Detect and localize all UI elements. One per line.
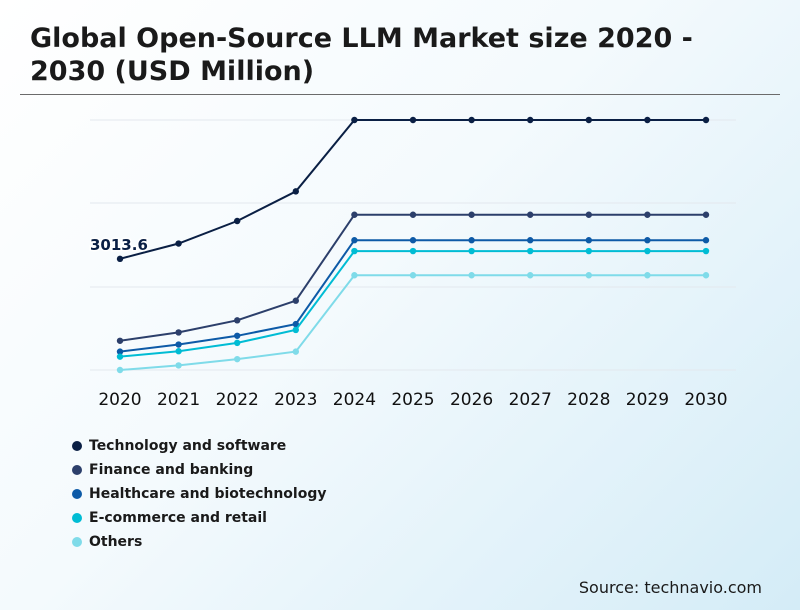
x-tick-label-2022: 2022 [216,390,259,410]
data-point-3-2026 [468,247,475,255]
legend-item-1: Finance and banking [72,458,327,482]
data-point-3-2021 [175,348,182,355]
data-point-3-2028 [585,247,592,255]
data-point-2-2027 [527,237,534,244]
data-point-0-2028 [585,116,592,124]
data-point-3-2024 [351,247,358,255]
data-point-1-2029 [644,211,651,218]
legend-marker-3 [72,513,82,523]
chart-legend: Technology and software Finance and banki… [72,434,327,554]
data-point-0-2021 [175,240,182,247]
data-point-2-2021 [175,341,182,348]
data-point-0-2026 [468,116,475,124]
x-tick-label-2024: 2024 [333,390,376,410]
data-point-3-2020 [116,353,124,360]
data-point-0-2025 [409,116,417,124]
legend-label-1: Finance and banking [89,462,254,478]
data-point-1-2022 [234,317,241,324]
data-point-1-2024 [351,211,358,218]
data-point-3-2030 [702,247,710,255]
data-point-0-2023 [292,188,299,195]
legend-label-2: Healthcare and biotechnology [89,486,327,502]
data-point-4-2024 [351,272,358,279]
data-point-1-2028 [585,211,592,218]
data-point-4-2021 [175,362,182,369]
legend-item-4: Others [72,530,327,554]
data-point-3-2025 [409,247,417,255]
data-point-0-2024 [351,116,358,124]
data-point-2-2025 [409,237,417,244]
data-label-annotation: 3013.6 [90,236,148,254]
data-point-0-2027 [527,116,534,124]
legend-item-0: Technology and software [72,434,327,458]
data-point-4-2023 [292,348,299,355]
data-point-4-2029 [644,272,651,279]
legend-marker-1 [72,465,82,475]
legend-marker-0 [72,441,82,451]
data-point-3-2027 [527,247,534,255]
data-point-1-2020 [116,337,124,344]
data-point-1-2023 [292,297,299,304]
data-point-2-2030 [702,237,710,244]
data-point-4-2028 [585,272,592,279]
data-point-2-2029 [644,237,651,244]
x-tick-label-2028: 2028 [567,390,610,410]
data-point-4-2020 [116,366,124,374]
data-point-3-2029 [644,247,651,255]
data-point-4-2026 [468,272,475,279]
data-point-2-2023 [292,320,299,328]
data-point-4-2030 [702,272,710,279]
data-point-2-2022 [234,332,241,339]
legend-label-3: E-commerce and retail [89,510,267,526]
legend-item-3: E-commerce and retail [72,506,327,530]
data-point-3-2022 [234,339,241,347]
x-tick-label-2020: 2020 [98,390,141,410]
x-tick-label-2029: 2029 [626,390,669,410]
title-divider [20,94,780,95]
legend-label-4: Others [89,534,143,550]
data-point-0-2022 [234,217,241,225]
legend-marker-4 [72,537,82,547]
data-point-4-2022 [234,355,241,363]
x-tick-label-2027: 2027 [509,390,552,410]
data-point-2-2028 [585,237,592,244]
data-point-0-2030 [702,116,710,124]
data-point-1-2021 [175,329,182,336]
data-point-0-2020 [116,255,124,263]
legend-item-2: Healthcare and biotechnology [72,482,327,506]
legend-label-0: Technology and software [89,438,287,454]
data-point-1-2025 [409,211,417,218]
series-line-2 [119,239,706,353]
legend-marker-2 [72,489,82,499]
data-point-2-2024 [351,237,358,244]
data-point-1-2026 [468,211,475,218]
data-point-0-2029 [644,116,651,124]
data-point-2-2020 [116,348,124,355]
x-tick-label-2030: 2030 [684,390,727,410]
data-point-4-2025 [409,272,417,279]
series-line-4 [119,274,706,371]
x-tick-label-2021: 2021 [157,390,200,410]
data-point-4-2027 [527,272,534,279]
data-point-1-2027 [527,211,534,218]
source-credit: Source: technavio.com [578,578,762,597]
data-point-2-2026 [468,237,475,244]
data-point-1-2030 [702,211,710,218]
x-tick-label-2026: 2026 [450,390,493,410]
data-point-3-2023 [292,326,299,334]
chart-title: Global Open-Source LLM Market size 2020 … [30,23,693,87]
x-tick-label-2023: 2023 [274,390,317,410]
x-tick-label-2025: 2025 [391,390,434,410]
